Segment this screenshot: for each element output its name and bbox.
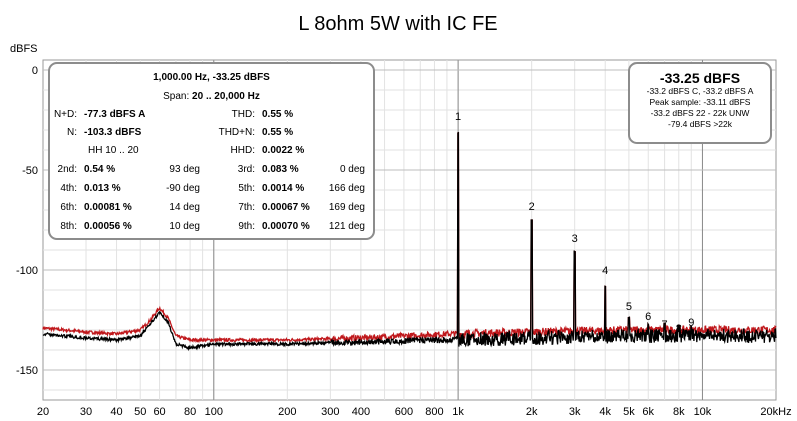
x-tick-label: 40	[110, 406, 122, 418]
span-value: 20 .. 20,000 Hz	[192, 91, 260, 102]
harmonic-value: 0.00070 %	[262, 221, 310, 232]
y-axis-label: dBFS	[10, 43, 38, 55]
series-group	[42, 131, 777, 352]
harmonic-label: 4th:	[60, 183, 77, 194]
hhd-value: 0.0022 %	[262, 145, 305, 156]
harmonic-label: 9	[688, 317, 694, 329]
level-detail-2: Peak sample: -33.11 dBFS	[649, 97, 751, 107]
harmonic-label: 3rd:	[237, 164, 255, 175]
harmonic-phase: 121 deg	[328, 221, 365, 232]
harmonic-label: 7th:	[238, 202, 255, 213]
x-tick-label: 400	[352, 406, 370, 418]
harmonic-value: 0.013 %	[84, 183, 121, 194]
x-tick-label: 2k	[526, 406, 538, 418]
harmonic-row: 4th: 0.013 % -90 deg 5th: 0.0014 % 166 d…	[50, 183, 373, 197]
x-tick-labels: 20 30 40 50 60 80 100 200 300 400 600 800 1k 2k 3k 4k 5k…	[37, 406, 792, 418]
thd-value: 0.55 %	[262, 109, 294, 120]
thdn-value: 0.55 %	[262, 127, 294, 138]
harmonic-row: 6th: 0.00081 % 14 deg 7th: 0.00067 % 169…	[50, 202, 373, 216]
harmonic-phase: 0 deg	[339, 164, 365, 175]
x-tick-label: 200	[278, 406, 296, 418]
y-tick-label: -50	[22, 165, 38, 177]
harmonic-row: 8th: 0.00056 % 10 deg 9th: 0.00070 % 121…	[50, 221, 373, 235]
x-tick-label: 10k	[694, 406, 712, 418]
harmonic-phase: 169 deg	[328, 202, 365, 213]
harmonic-value: 0.54 %	[84, 164, 116, 175]
nd-label: N+D:	[53, 109, 77, 120]
fundamental-readout: 1,000.00 Hz, -33.25 dBFS	[153, 72, 270, 83]
harmonic-label: 3	[572, 233, 578, 245]
x-tick-label: 8k	[673, 406, 685, 418]
span-label: Span:	[163, 91, 190, 102]
x-tick-label: 20kHz	[760, 406, 791, 418]
harmonic-value: 0.083 %	[262, 164, 299, 175]
harmonic-label: 9th:	[238, 221, 255, 232]
harmonic-label: 8	[676, 323, 682, 335]
x-tick-label: 600	[395, 406, 413, 418]
hhd-label: HHD:	[230, 145, 255, 156]
n-value: -103.3 dBFS	[84, 127, 142, 138]
y-tick-label: -100	[16, 265, 38, 277]
x-tick-label: 5k	[623, 406, 635, 418]
y-tick-label: 0	[32, 65, 38, 77]
x-tick-label: 20	[37, 406, 49, 418]
level-detail-3: -33.2 dBFS 22 - 22k UNW	[650, 108, 750, 118]
x-tick-label: 100	[205, 406, 223, 418]
harmonic-value: 0.0014 %	[262, 183, 305, 194]
level-detail-1: -33.2 dBFS C, -33.2 dBFS A	[646, 86, 754, 96]
x-tick-label: 300	[321, 406, 339, 418]
n-label: N:	[67, 127, 77, 138]
harmonic-label: 6th:	[60, 202, 77, 213]
harmonic-row: 2nd: 0.54 % 93 deg 3rd: 0.083 % 0 deg	[50, 164, 373, 178]
distortion-panel: 1,000.00 Hz, -33.25 dBFS Span: 20 .. 20,…	[48, 62, 375, 240]
harmonic-label: 2	[529, 201, 535, 213]
nd-value: -77.3 dBFS A	[84, 109, 146, 120]
y-tick-label: -150	[16, 365, 38, 377]
harmonic-phase: 14 deg	[169, 202, 200, 213]
harmonic-value: 0.00081 %	[84, 202, 132, 213]
x-tick-label: 30	[80, 406, 92, 418]
harmonic-phase: 93 deg	[169, 164, 200, 175]
harmonic-phase: 10 deg	[169, 221, 200, 232]
harmonic-label: 1	[455, 111, 461, 123]
harmonic-value: 0.00067 %	[262, 202, 310, 213]
x-tick-label: 80	[184, 406, 196, 418]
harmonic-label: 5th:	[238, 183, 255, 194]
harmonic-value: 0.00056 %	[84, 221, 132, 232]
harmonic-phase: 166 deg	[328, 183, 365, 194]
x-tick-label: 6k	[642, 406, 654, 418]
harmonic-label: 6	[645, 311, 651, 323]
x-tick-label: 60	[153, 406, 165, 418]
x-tick-label: 50	[134, 406, 146, 418]
series-line	[42, 131, 777, 352]
x-tick-label: 3k	[569, 406, 581, 418]
y-tick-labels: 0 -50 -100 -150	[16, 65, 38, 377]
harmonic-label: 5	[626, 301, 632, 313]
chart-title: L 8ohm 5W with IC FE	[298, 13, 497, 35]
harmonic-label: 2nd:	[57, 164, 77, 175]
harmonic-phase: -90 deg	[166, 183, 200, 194]
harmonic-label: 8th:	[60, 221, 77, 232]
x-tick-label: 1k	[452, 406, 464, 418]
harmonic-label: 7	[662, 319, 668, 331]
thd-label: THD:	[231, 109, 255, 120]
thdn-label: THD+N:	[218, 127, 255, 138]
level-detail-4: -79.4 dBFS >22k	[667, 119, 733, 129]
x-tick-label: 800	[425, 406, 443, 418]
level-readout: -33.25 dBFS	[659, 70, 741, 86]
x-tick-label: 4k	[599, 406, 611, 418]
level-panel: -33.25 dBFS -33.2 dBFS C, -33.2 dBFS A P…	[628, 62, 772, 144]
hh-range: HH 10 .. 20	[88, 145, 139, 156]
harmonic-label: 4	[602, 265, 608, 277]
harmonic-labels: 1 2 3 4 5 67 8 9	[455, 111, 694, 335]
